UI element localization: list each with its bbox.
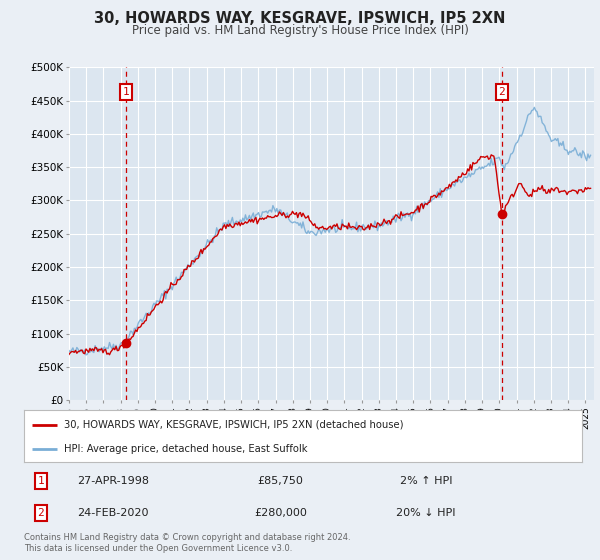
Text: HPI: Average price, detached house, East Suffolk: HPI: Average price, detached house, East… xyxy=(64,444,308,454)
Text: 1: 1 xyxy=(123,87,130,97)
Text: £85,750: £85,750 xyxy=(258,476,304,486)
Text: 2: 2 xyxy=(499,87,505,97)
Text: £280,000: £280,000 xyxy=(254,508,307,518)
Text: 1: 1 xyxy=(37,476,44,486)
Text: 30, HOWARDS WAY, KESGRAVE, IPSWICH, IP5 2XN (detached house): 30, HOWARDS WAY, KESGRAVE, IPSWICH, IP5 … xyxy=(64,420,404,430)
Text: 30, HOWARDS WAY, KESGRAVE, IPSWICH, IP5 2XN: 30, HOWARDS WAY, KESGRAVE, IPSWICH, IP5 … xyxy=(94,11,506,26)
Text: Contains HM Land Registry data © Crown copyright and database right 2024.
This d: Contains HM Land Registry data © Crown c… xyxy=(24,533,350,553)
Text: Price paid vs. HM Land Registry's House Price Index (HPI): Price paid vs. HM Land Registry's House … xyxy=(131,24,469,36)
Text: 2: 2 xyxy=(37,508,44,518)
Text: 20% ↓ HPI: 20% ↓ HPI xyxy=(396,508,455,518)
Text: 2% ↑ HPI: 2% ↑ HPI xyxy=(400,476,452,486)
Text: 24-FEB-2020: 24-FEB-2020 xyxy=(77,508,149,518)
Text: 27-APR-1998: 27-APR-1998 xyxy=(77,476,149,486)
